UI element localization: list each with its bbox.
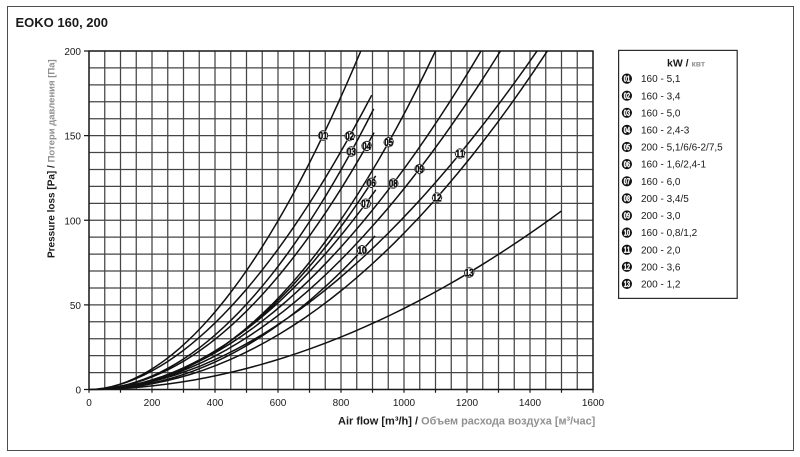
svg-text:800: 800 bbox=[333, 398, 350, 409]
svg-text:160 - 0,8/1,2: 160 - 0,8/1,2 bbox=[641, 228, 698, 239]
svg-text:200: 200 bbox=[144, 398, 161, 409]
svg-text:kW / квт: kW / квт bbox=[667, 58, 705, 70]
svg-text:160 - 5,1: 160 - 5,1 bbox=[641, 74, 681, 85]
svg-text:200: 200 bbox=[64, 47, 81, 58]
svg-text:200 - 3,0: 200 - 3,0 bbox=[641, 211, 681, 222]
svg-text:1600: 1600 bbox=[582, 398, 605, 409]
svg-text:1200: 1200 bbox=[456, 398, 479, 409]
svg-text:1400: 1400 bbox=[519, 398, 542, 409]
svg-text:0: 0 bbox=[75, 386, 81, 397]
svg-text:50: 50 bbox=[70, 301, 82, 312]
svg-text:200 - 1,2: 200 - 1,2 bbox=[641, 280, 681, 291]
svg-text:200 - 5,1/6/6-2/7,5: 200 - 5,1/6/6-2/7,5 bbox=[641, 143, 723, 154]
svg-text:160 - 6,0: 160 - 6,0 bbox=[641, 177, 681, 188]
svg-text:200 - 3,6: 200 - 3,6 bbox=[641, 262, 681, 273]
svg-text:160 - 3,4: 160 - 3,4 bbox=[641, 91, 681, 102]
svg-text:Pressure loss [Pa] / Потери да: Pressure loss [Pa] / Потери давления [Па… bbox=[47, 59, 58, 258]
svg-text:EOKO 160, 200: EOKO 160, 200 bbox=[16, 15, 109, 30]
svg-text:400: 400 bbox=[207, 398, 224, 409]
svg-text:160 - 1,6/2,4-1: 160 - 1,6/2,4-1 bbox=[641, 160, 706, 171]
svg-text:150: 150 bbox=[64, 132, 81, 143]
svg-text:Air flow [m³/h] / Объем расход: Air flow [m³/h] / Объем расхода воздуха … bbox=[338, 416, 596, 428]
svg-text:100: 100 bbox=[64, 216, 81, 227]
svg-text:200 - 2,0: 200 - 2,0 bbox=[641, 245, 681, 256]
svg-text:0: 0 bbox=[86, 398, 92, 409]
svg-text:600: 600 bbox=[270, 398, 287, 409]
svg-text:160 - 5,0: 160 - 5,0 bbox=[641, 108, 681, 119]
svg-text:160 - 2,4-3: 160 - 2,4-3 bbox=[641, 126, 690, 137]
svg-text:1000: 1000 bbox=[393, 398, 416, 409]
svg-text:200 - 3,4/5: 200 - 3,4/5 bbox=[641, 194, 689, 205]
